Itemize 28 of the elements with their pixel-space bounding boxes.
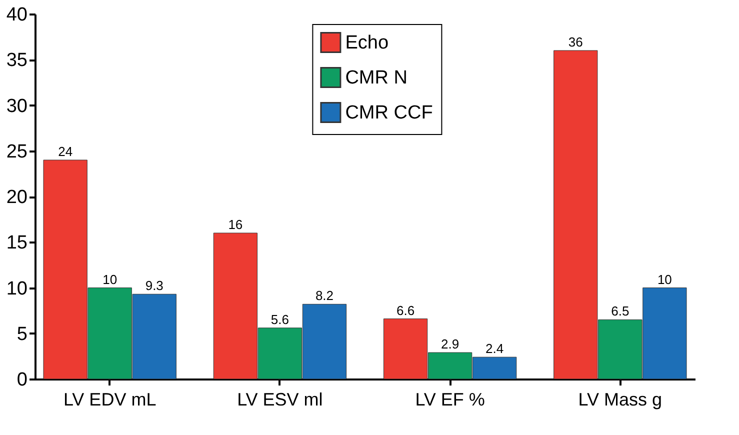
data-label: 16 xyxy=(228,217,243,232)
y-tick-label: 15 xyxy=(6,232,28,254)
y-tick-label: 0 xyxy=(16,370,28,390)
data-label: 2.9 xyxy=(441,336,460,352)
y-tick-label: 40 xyxy=(6,4,28,26)
legend-label: CMR N xyxy=(345,68,408,88)
data-label: 8.2 xyxy=(315,288,334,304)
data-label: 24 xyxy=(58,144,73,159)
y-tick-label: 25 xyxy=(6,141,28,162)
data-label: 6.6 xyxy=(396,302,415,318)
y-tick-label: 30 xyxy=(6,96,28,117)
x-tick-label: LV ESV ml xyxy=(237,390,323,410)
data-label: 6.5 xyxy=(611,304,630,319)
data-label: 5.6 xyxy=(270,312,289,327)
y-tick-label: 35 xyxy=(6,50,28,72)
data-label: 10 xyxy=(102,272,118,287)
data-label: 10 xyxy=(657,272,672,287)
x-tick-label: LV EF % xyxy=(415,390,485,410)
data-label: 36 xyxy=(568,34,583,50)
y-tick-label: 10 xyxy=(6,278,28,300)
data-label: 9.3 xyxy=(145,278,164,294)
legend-label: Echo xyxy=(345,32,389,54)
data-label: 2.4 xyxy=(486,341,504,356)
legend-label: CMR CCF xyxy=(345,102,433,124)
y-tick-label: 20 xyxy=(6,187,28,208)
y-tick-label: 5 xyxy=(16,324,28,345)
x-tick-label: LV Mass g xyxy=(578,390,662,410)
x-tick-label: LV EDV mL xyxy=(63,390,156,410)
